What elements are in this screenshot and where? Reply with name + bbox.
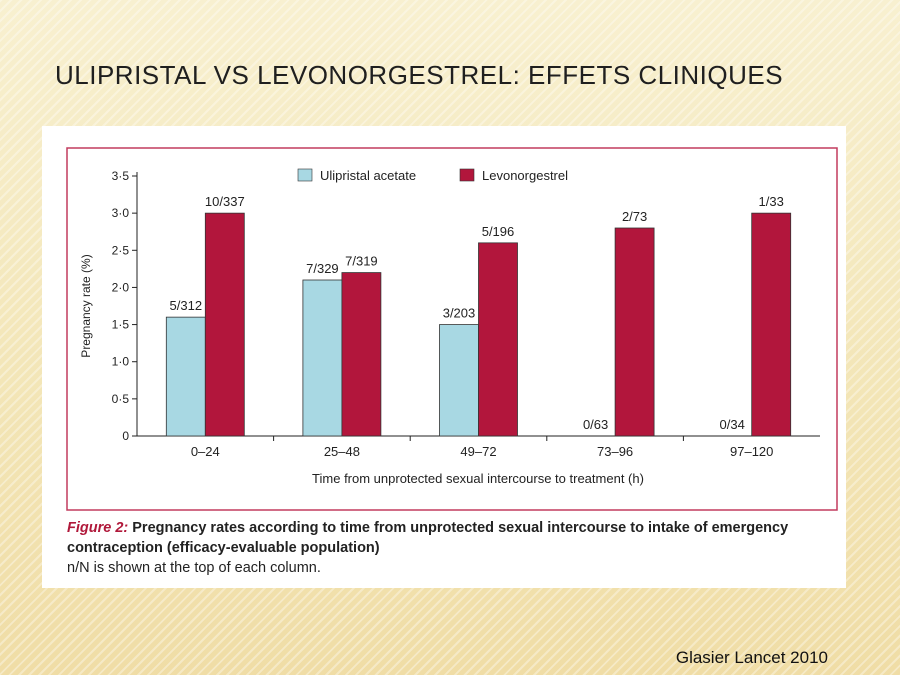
legend: Ulipristal acetate Levonorgestrel [297,168,568,183]
y-tick-label: 1·0 [112,355,130,369]
data-label-levonorgestrel: 1/33 [759,194,784,209]
figure-caption-title: Pregnancy rates according to time from u… [67,520,789,556]
data-label-levonorgestrel: 7/319 [345,254,378,269]
figure-label: Figure 2: [67,520,129,536]
citation: Glasier Lancet 2010 [675,648,828,667]
x-tick-label: 49–72 [460,444,496,459]
bar-chart: 0 0·5 1·0 1·5 2·0 2·5 3·0 3·5 0–24 5/312 10/337 25–… [66,147,838,511]
x-axis-label: Time from unprotected sexual intercourse… [312,471,644,486]
data-label-ulipristal: 0/63 [583,417,608,432]
slide-title: ULIPRISTAL VS LEVONORGESTREL: EFFETS CLI… [55,60,784,90]
bar-ulipristal [165,316,206,437]
legend-swatch-levonorgestrel [459,168,475,182]
y-tick-label: 0·5 [112,392,130,406]
figure-caption: Figure 2: Pregnancy rates according to t… [67,518,837,578]
bar-levonorgestrel [751,212,792,437]
legend-swatch-ulipristal [297,168,313,182]
x-tick-label: 97–120 [730,444,773,459]
data-label-ulipristal: 5/312 [170,298,203,313]
bar-levonorgestrel [341,272,382,437]
y-tick-label: 0 [122,429,129,443]
y-tick-label: 2·5 [112,243,130,257]
figure-caption-note: n/N is shown at the top of each column. [67,560,321,576]
data-label-levonorgestrel: 2/73 [622,209,647,224]
legend-label-levonorgestrel: Levonorgestrel [482,168,568,183]
bar-levonorgestrel [478,242,518,437]
y-tick-label: 1·5 [112,318,130,332]
chart-frame [66,147,838,511]
x-tick-label: 73–96 [597,444,633,459]
data-label-ulipristal: 7/329 [306,261,339,276]
y-tick-label: 2·0 [112,280,130,294]
legend-label-ulipristal: Ulipristal acetate [320,168,416,183]
data-label-levonorgestrel: 10/337 [205,194,245,209]
bar-levonorgestrel [204,212,245,437]
y-tick-label: 3·5 [112,169,130,183]
bar-ulipristal [302,279,343,437]
bar-levonorgestrel [614,227,655,437]
x-tick-label: 0–24 [191,444,220,459]
y-axis-label: Pregnancy rate (%) [79,254,93,357]
bar-ulipristal [439,324,479,437]
data-label-ulipristal: 3/203 [443,306,476,321]
data-label-ulipristal: 0/34 [720,417,745,432]
y-tick-label: 3·0 [112,206,130,220]
data-label-levonorgestrel: 5/196 [482,224,515,239]
x-tick-label: 25–48 [324,444,360,459]
figure-panel: 0 0·5 1·0 1·5 2·0 2·5 3·0 3·5 0–24 5/312 10/337 25–… [42,126,846,588]
